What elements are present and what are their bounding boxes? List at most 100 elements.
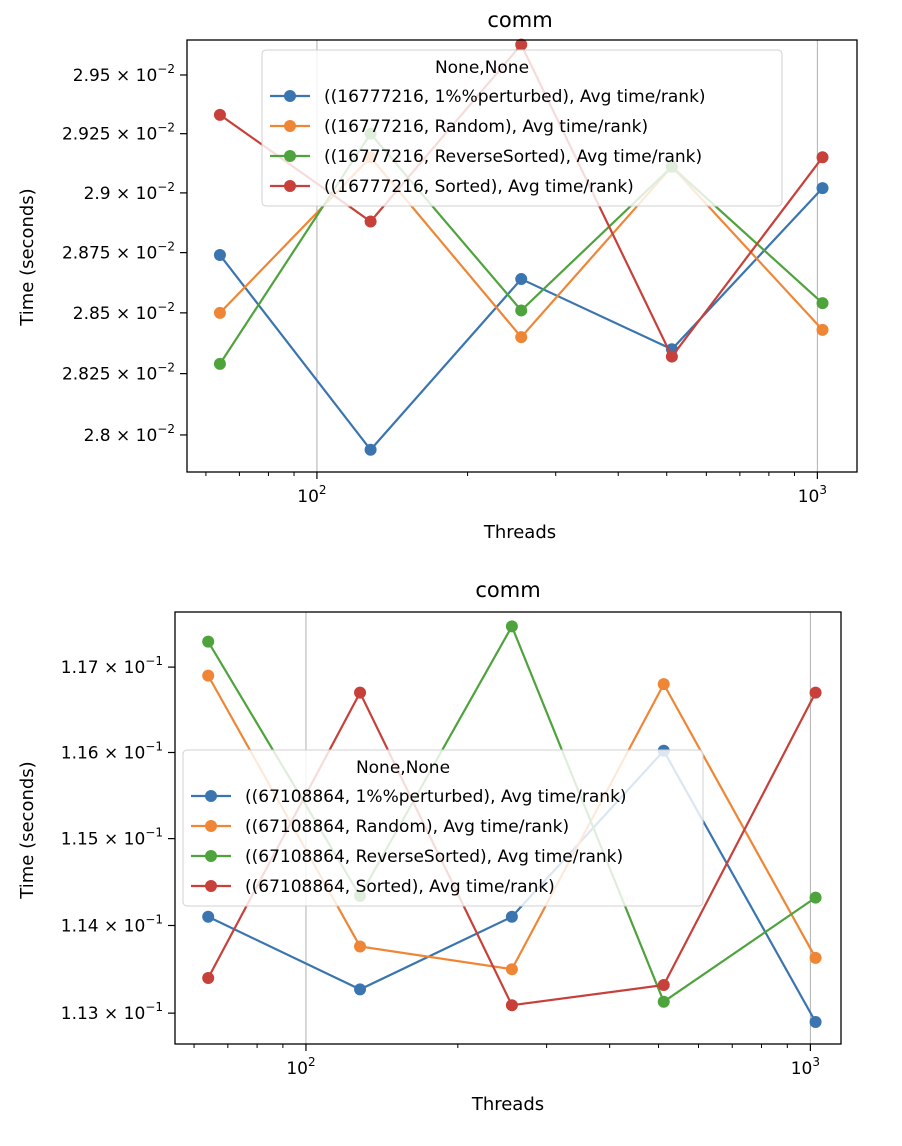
x-tick-exponent: 3 bbox=[819, 483, 827, 497]
y-tick-exponent: −2 bbox=[157, 180, 175, 194]
legend-title: None,None bbox=[435, 58, 529, 78]
y-tick-label: 2.95 × 10−2 bbox=[73, 62, 175, 86]
x-axis-ticks: 102 103 bbox=[193, 1044, 820, 1079]
data-point bbox=[657, 995, 670, 1008]
y-tick-times: × 10 bbox=[111, 66, 158, 86]
y-tick-label: 1.14 × 10−1 bbox=[61, 912, 163, 936]
chart-1: comm 102 103 2.8 × 10−22.825 × 10−22.85 ×… bbox=[17, 8, 858, 543]
data-point bbox=[657, 678, 670, 691]
data-point bbox=[816, 182, 829, 195]
y-tick-mantissa: 2.8 bbox=[84, 426, 111, 446]
y-tick-times: × 10 bbox=[111, 304, 158, 324]
x-tick-base: 10 bbox=[798, 487, 820, 507]
y-tick-exponent: −2 bbox=[157, 422, 175, 436]
data-point bbox=[202, 669, 215, 682]
y-tick-exponent: −1 bbox=[145, 654, 163, 668]
y-tick-exponent: −2 bbox=[157, 62, 175, 76]
legend-box bbox=[182, 749, 704, 907]
x-tick-base: 10 bbox=[286, 1059, 308, 1079]
data-point bbox=[809, 686, 822, 699]
x-tick-base: 10 bbox=[791, 1059, 813, 1079]
y-tick-times: × 10 bbox=[99, 658, 146, 678]
y-tick-exponent: −1 bbox=[145, 912, 163, 926]
chart-title: comm bbox=[487, 8, 552, 32]
data-point bbox=[202, 635, 215, 648]
x-tick-label: 103 bbox=[798, 483, 827, 507]
data-point bbox=[213, 249, 226, 262]
legend-entry: ((16777216, Sorted), Avg time/rank) bbox=[324, 177, 634, 197]
legend-entry: ((67108864, Random), Avg time/rank) bbox=[245, 817, 569, 837]
x-tick-exponent: 2 bbox=[319, 483, 327, 497]
y-tick-exponent: −1 bbox=[145, 1000, 163, 1014]
y-tick-times: × 10 bbox=[111, 244, 158, 264]
plot-area bbox=[174, 611, 842, 1045]
x-tick-base: 10 bbox=[297, 487, 319, 507]
y-axis-ticks: 1.13 × 10−11.14 × 10−11.15 × 10−11.16 × … bbox=[61, 654, 175, 1024]
data-point bbox=[657, 979, 670, 992]
data-point bbox=[505, 963, 518, 976]
y-tick-exponent: −1 bbox=[145, 739, 163, 753]
y-tick-exponent: −2 bbox=[157, 240, 175, 254]
y-tick-mantissa: 2.9 bbox=[84, 184, 111, 204]
legend-swatch-marker bbox=[284, 150, 296, 162]
y-tick-mantissa: 1.15 bbox=[61, 830, 99, 850]
legend-swatch-marker bbox=[284, 120, 296, 132]
y-tick-mantissa: 1.16 bbox=[61, 743, 99, 763]
plot-area bbox=[186, 39, 858, 473]
y-tick-mantissa: 2.95 bbox=[73, 66, 111, 86]
y-axis-label: Time (seconds) bbox=[17, 188, 38, 326]
data-point bbox=[213, 108, 226, 121]
x-tick-label: 102 bbox=[297, 483, 326, 507]
legend-swatch-marker bbox=[284, 90, 296, 102]
data-point bbox=[816, 297, 829, 310]
data-point bbox=[515, 38, 528, 51]
data-point bbox=[809, 951, 822, 964]
data-point bbox=[364, 443, 377, 456]
y-tick-exponent: −2 bbox=[157, 121, 175, 135]
legend-title: None,None bbox=[356, 758, 450, 778]
legend-swatch-marker bbox=[284, 180, 296, 192]
legend-entry: ((67108864, ReverseSorted), Avg time/ran… bbox=[245, 847, 623, 867]
data-point bbox=[354, 940, 367, 953]
data-point bbox=[505, 999, 518, 1012]
y-tick-times: × 10 bbox=[99, 916, 146, 936]
chart-title: comm bbox=[475, 578, 540, 602]
data-point bbox=[515, 304, 528, 317]
legend: None,None ((67108864, 1%%perturbed), Avg … bbox=[182, 749, 704, 907]
y-tick-label: 2.875 × 10−2 bbox=[62, 240, 175, 264]
x-tick-exponent: 2 bbox=[308, 1055, 316, 1069]
legend-entry: ((16777216, 1%%perturbed), Avg time/rank… bbox=[324, 87, 706, 107]
x-axis-ticks: 102 103 bbox=[205, 472, 827, 507]
series-lines bbox=[202, 620, 822, 1028]
y-tick-mantissa: 1.13 bbox=[61, 1004, 99, 1024]
y-tick-label: 2.8 × 10−2 bbox=[84, 422, 175, 446]
y-tick-times: × 10 bbox=[111, 426, 158, 446]
legend-entry: ((67108864, Sorted), Avg time/rank) bbox=[245, 877, 555, 897]
chart-2: comm 102 103 1.13 × 10−11.14 × 10−11.15 ×… bbox=[17, 578, 842, 1115]
y-tick-exponent: −2 bbox=[157, 361, 175, 375]
y-tick-label: 2.85 × 10−2 bbox=[73, 300, 175, 324]
data-point bbox=[354, 983, 367, 996]
y-tick-mantissa: 2.85 bbox=[73, 304, 111, 324]
x-axis-label: Threads bbox=[471, 1094, 544, 1115]
x-tick-exponent: 3 bbox=[812, 1055, 820, 1069]
data-point bbox=[816, 323, 829, 336]
y-tick-label: 2.9 × 10−2 bbox=[84, 180, 175, 204]
data-point bbox=[202, 971, 215, 984]
legend-swatch-marker bbox=[205, 790, 217, 802]
series-1 bbox=[213, 182, 829, 456]
y-tick-exponent: −1 bbox=[145, 826, 163, 840]
legend-entry: ((16777216, ReverseSorted), Avg time/ran… bbox=[324, 147, 702, 167]
legend-swatch-marker bbox=[205, 880, 217, 892]
data-point bbox=[515, 273, 528, 286]
data-point bbox=[809, 891, 822, 904]
x-axis-label: Threads bbox=[483, 522, 556, 543]
legend: None,None ((16777216, 1%%perturbed), Avg … bbox=[261, 49, 783, 207]
data-point bbox=[364, 215, 377, 228]
y-tick-label: 2.925 × 10−2 bbox=[62, 121, 175, 145]
x-tick-label: 102 bbox=[286, 1055, 315, 1079]
legend-entry: ((67108864, 1%%perturbed), Avg time/rank… bbox=[245, 787, 627, 807]
legend-swatch-marker bbox=[205, 820, 217, 832]
data-point bbox=[809, 1015, 822, 1028]
